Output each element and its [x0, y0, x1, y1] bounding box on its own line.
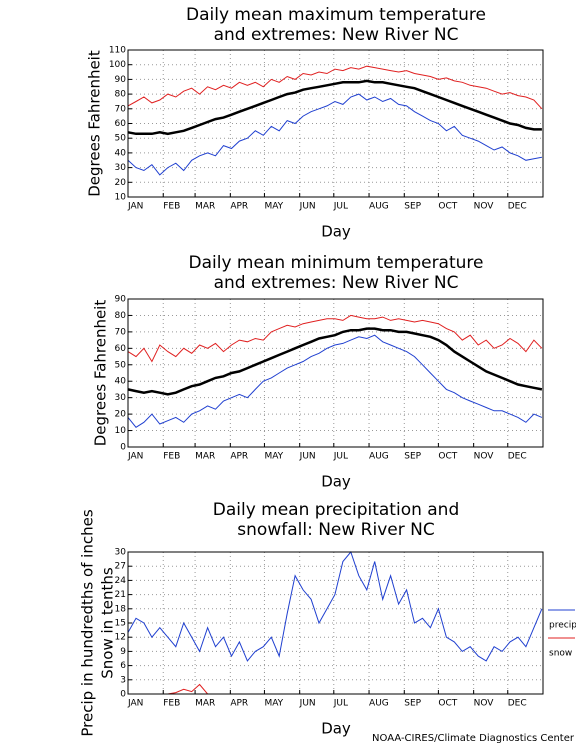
x-tick-label: JUN	[299, 452, 316, 462]
x-tick-label: JAN	[127, 699, 143, 709]
series-line	[127, 65, 543, 110]
x-axis-label: Day	[321, 720, 351, 738]
y-tick-label: 90	[115, 295, 127, 305]
y-tick-label: 0	[120, 690, 126, 700]
y-tick-label: 10	[115, 193, 127, 203]
y-tick-label: 70	[115, 327, 127, 337]
x-tick-label: AUG	[369, 202, 389, 212]
x-tick-label: JUN	[299, 699, 316, 709]
series-line	[127, 334, 543, 428]
y-tick-label: 12	[115, 633, 126, 643]
chart-title: snowfall: New River NC	[237, 520, 434, 540]
chart-title: Daily mean precipitation and	[213, 500, 460, 520]
y-tick-label: 20	[115, 410, 127, 420]
x-tick-label: JUL	[333, 452, 348, 462]
y-axis-label: Degrees Fahrenheit	[92, 300, 110, 447]
y-tick-label: 50	[115, 360, 127, 370]
plot-frame	[127, 298, 544, 448]
x-tick-label: MAR	[195, 452, 215, 462]
x-tick-label: APR	[230, 699, 248, 709]
y-tick-label: 24	[115, 576, 127, 586]
y-tick-label: 80	[115, 311, 127, 321]
x-tick-label: JAN	[127, 202, 143, 212]
y-tick-label: 10	[115, 426, 127, 436]
y-tick-label: 6	[120, 661, 126, 671]
y-tick-label: 80	[115, 90, 127, 100]
y-tick-label: 15	[115, 619, 126, 629]
x-tick-label: NOV	[474, 452, 495, 462]
x-tick-label: OCT	[438, 452, 457, 462]
series-line	[127, 314, 543, 363]
x-tick-label: OCT	[438, 699, 457, 709]
y-tick-label: 30	[115, 548, 127, 558]
chart-title: and extremes: New River NC	[214, 25, 459, 45]
x-tick-label: MAR	[195, 202, 215, 212]
x-tick-label: APR	[230, 202, 248, 212]
y-tick-label: 100	[109, 60, 126, 70]
x-tick-label: DEC	[508, 202, 527, 212]
x-tick-label: SEP	[404, 452, 421, 462]
y-tick-label: 70	[115, 104, 127, 114]
x-tick-label: FEB	[163, 699, 180, 709]
x-axis-label: Day	[321, 473, 351, 491]
x-tick-label: FEB	[163, 202, 180, 212]
x-tick-label: JUL	[333, 699, 348, 709]
x-tick-label: MAY	[264, 202, 283, 212]
legend-label: snow	[549, 649, 572, 659]
y-axis-label: Precip in hundredths of inches	[79, 509, 97, 736]
y-tick-label: 3	[120, 675, 126, 685]
y-tick-label: 110	[109, 46, 126, 56]
y-tick-label: 60	[115, 344, 127, 354]
series-line	[127, 79, 542, 136]
x-tick-label: JUN	[299, 202, 316, 212]
x-tick-label: FEB	[163, 452, 180, 462]
y-tick-label: 60	[115, 119, 127, 129]
x-tick-label: JUL	[333, 202, 348, 212]
x-tick-label: NOV	[474, 202, 495, 212]
y-tick-label: 20	[115, 178, 127, 188]
x-tick-label: OCT	[438, 202, 457, 212]
x-tick-label: DEC	[508, 699, 527, 709]
x-tick-label: AUG	[369, 452, 389, 462]
y-tick-label: 27	[115, 562, 126, 572]
series-line	[127, 327, 543, 396]
legend-label: precip	[549, 621, 576, 631]
series-line	[127, 550, 543, 662]
y-tick-label: 40	[115, 377, 127, 387]
x-tick-label: JAN	[127, 452, 143, 462]
x-tick-label: SEP	[404, 202, 421, 212]
y-axis-label: Degrees Fahrenheit	[86, 50, 104, 197]
y-tick-label: 90	[115, 75, 127, 85]
plot-frame	[127, 49, 544, 198]
chart-title: Daily mean minimum temperature	[189, 253, 484, 273]
x-tick-label: MAR	[195, 699, 215, 709]
x-tick-label: NOV	[474, 699, 495, 709]
x-tick-label: MAY	[264, 452, 283, 462]
y-tick-label: 18	[115, 604, 127, 614]
chart-title: and extremes: New River NC	[214, 273, 459, 293]
footer: NOAA-CIRES/Climate Diagnostics Center	[372, 733, 575, 744]
x-tick-label: DEC	[508, 452, 527, 462]
y-tick-label: 30	[115, 163, 127, 173]
series-line	[128, 683, 542, 695]
y-tick-label: 21	[115, 590, 126, 600]
series-line	[127, 93, 542, 176]
plot-frame	[127, 551, 544, 695]
y-tick-label: 50	[115, 134, 127, 144]
x-tick-label: MAY	[264, 699, 283, 709]
chart-title: Daily mean maximum temperature	[186, 5, 486, 25]
y-tick-label: 40	[115, 148, 127, 158]
y-axis-label: Snow in tenths	[99, 567, 117, 679]
y-tick-label: 30	[115, 393, 127, 403]
x-axis-label: Day	[321, 223, 351, 241]
x-tick-label: AUG	[369, 699, 389, 709]
x-tick-label: APR	[230, 452, 248, 462]
x-tick-label: SEP	[404, 699, 421, 709]
y-tick-label: 9	[120, 647, 126, 657]
y-tick-label: 0	[120, 443, 126, 453]
